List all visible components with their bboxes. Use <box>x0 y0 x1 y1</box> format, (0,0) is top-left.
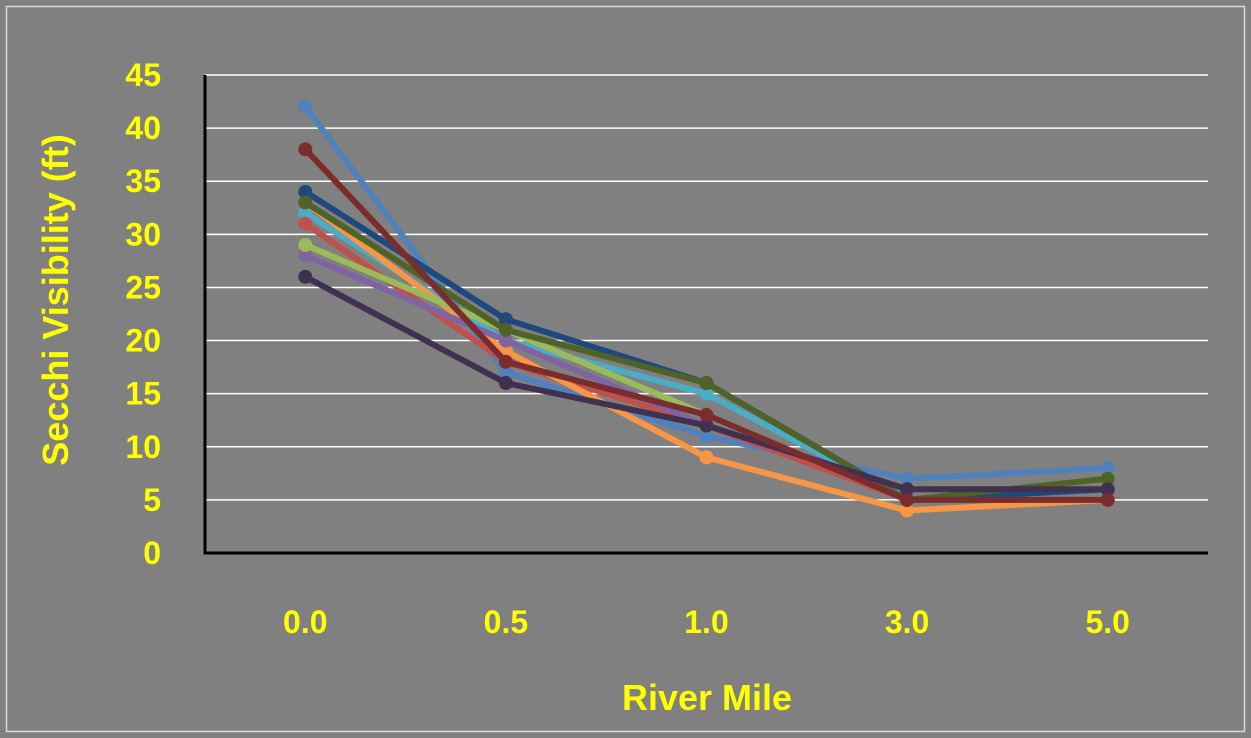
data-point <box>900 482 915 497</box>
data-point <box>900 503 915 518</box>
y-tick-label: 5 <box>143 482 161 518</box>
data-point <box>900 492 915 507</box>
series-10 <box>298 142 1115 507</box>
data-point <box>298 206 313 221</box>
data-point <box>298 195 313 210</box>
data-point <box>699 376 714 391</box>
data-point <box>298 248 313 263</box>
y-tick-label: 0 <box>143 535 161 571</box>
data-point <box>1100 482 1115 497</box>
data-point <box>498 354 513 369</box>
data-point <box>498 333 513 348</box>
data-point <box>298 216 313 231</box>
series-9 <box>298 269 1115 497</box>
data-point <box>298 99 313 114</box>
data-point <box>1100 492 1115 507</box>
data-point <box>900 471 915 486</box>
y-tick-label: 30 <box>125 216 161 252</box>
data-point <box>1100 461 1115 476</box>
x-tick-label: 0.0 <box>283 604 327 640</box>
series-lines <box>298 99 1115 518</box>
data-point <box>699 418 714 433</box>
chart-border <box>5 5 1246 733</box>
data-point <box>699 429 714 444</box>
y-tick-labels: 0 5 10 15 20 25 30 35 40 45 <box>125 57 161 571</box>
x-tick-label: 0.5 <box>484 604 528 640</box>
data-point <box>699 450 714 465</box>
x-axis-title: River Mile <box>622 677 792 718</box>
data-point <box>699 407 714 422</box>
data-point <box>498 312 513 327</box>
y-tick-label: 20 <box>125 323 161 359</box>
data-point <box>298 237 313 252</box>
data-point <box>498 365 513 380</box>
x-tick-labels: 0.0 0.5 1.0 3.0 5.0 <box>283 604 1130 640</box>
axes <box>203 75 1208 555</box>
y-tick-label: 35 <box>125 163 161 199</box>
y-tick-label: 25 <box>125 269 161 305</box>
x-tick-label: 5.0 <box>1085 604 1129 640</box>
y-tick-label: 45 <box>125 57 161 93</box>
y-axis-title: Secchi Visibility (ft) <box>35 134 76 465</box>
x-tick-label: 1.0 <box>684 604 728 640</box>
data-point <box>498 322 513 337</box>
data-point <box>498 376 513 391</box>
y-tick-label: 10 <box>125 429 161 465</box>
x-tick-label: 3.0 <box>885 604 929 640</box>
data-point <box>298 142 313 157</box>
data-point <box>699 386 714 401</box>
y-tick-label: 15 <box>125 376 161 412</box>
data-point <box>298 184 313 199</box>
y-tick-label: 40 <box>125 110 161 146</box>
data-point <box>1100 471 1115 486</box>
data-point <box>298 269 313 284</box>
